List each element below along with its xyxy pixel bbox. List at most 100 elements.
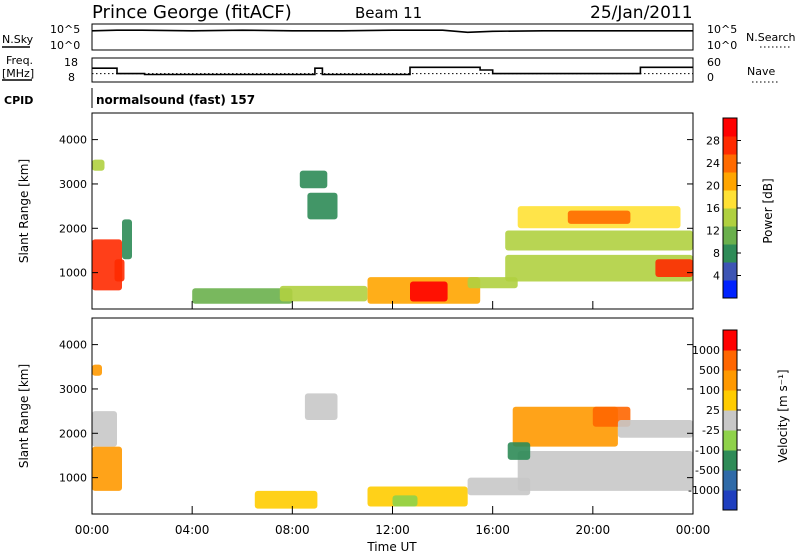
x-tick-label: 08:00 <box>275 523 310 537</box>
x-tick-label: 20:00 <box>576 523 611 537</box>
power-patch <box>467 277 518 289</box>
power-colorbar: 4 8 12 16 20 24 28 <box>706 117 741 299</box>
power-patch <box>192 288 293 304</box>
nsky-tick-bottom: 10^0 <box>50 39 80 52</box>
power-color-segment <box>723 190 737 209</box>
velocity-patch <box>92 411 117 447</box>
velocity-color-segment <box>723 390 737 411</box>
power-colorbar-tick-label: 20 <box>706 180 720 193</box>
nave-label: Nave <box>747 65 775 78</box>
velocity-colorbar: 1000 500 100 25 -25 -100 -500 -1000 <box>688 329 741 511</box>
velocity-patch <box>512 406 618 447</box>
velocity-color-segment <box>723 370 737 391</box>
power-color-segment <box>723 262 737 281</box>
velocity-patch <box>367 486 468 507</box>
velocity-colorbar-tick-label: -100 <box>695 444 720 457</box>
velocity-colorbar-tick-label: 500 <box>699 364 720 377</box>
power-patch <box>505 254 693 282</box>
power-panel: 1000 2000 3000 4000 Slant Range [km] <box>17 112 694 310</box>
freq-panel: Freq. [MHz] 18 8 60 0 Nave <box>2 54 780 84</box>
power-patch <box>92 159 105 171</box>
power-ytick-label: 1000 <box>59 267 87 280</box>
velocity-color-segment <box>723 350 737 371</box>
velocity-patch <box>254 490 318 509</box>
velocity-colorbar-label: Velocity [m s⁻¹] <box>776 369 790 462</box>
power-color-segment <box>723 172 737 191</box>
velocity-color-segment <box>723 490 737 511</box>
freq-tick-top: 18 <box>64 56 78 69</box>
power-color-segment <box>723 154 737 173</box>
power-ytick-label: 3000 <box>59 178 87 191</box>
power-color-segment <box>723 244 737 263</box>
power-patch <box>410 281 448 302</box>
x-axis-label: Time UT <box>366 540 417 554</box>
power-patch <box>505 230 693 251</box>
time-axis: 00:00 04:00 08:00 12:00 16:00 20:00 00:00 <box>75 301 711 537</box>
power-colorbar-tick-label: 4 <box>713 270 720 283</box>
freq-tick-bottom: 8 <box>68 71 75 84</box>
velocity-color-segment <box>723 470 737 491</box>
velocity-ylabel: Slant Range [km] <box>17 364 31 468</box>
power-color-segment <box>723 208 737 227</box>
velocity-color-segment <box>723 450 737 471</box>
power-colorbar-tick-label: 28 <box>706 135 720 148</box>
velocity-color-segment <box>723 330 737 351</box>
nsearch-tick-top: 10^5 <box>707 23 737 36</box>
power-colorbar-tick-label: 24 <box>706 157 720 170</box>
power-color-segment <box>723 226 737 245</box>
nsky-tick-top: 10^5 <box>50 23 80 36</box>
power-color-segment <box>723 280 737 299</box>
power-colorbar-tick-label: 8 <box>713 247 720 260</box>
velocity-colorbar-tick-label: -1000 <box>688 484 720 497</box>
station-title: Prince George (fitACF) <box>92 2 292 23</box>
date-label: 25/Jan/2011 <box>590 3 693 23</box>
velocity-patch <box>92 446 122 491</box>
velocity-patch <box>617 420 693 438</box>
power-colorbar-tick-label: 12 <box>706 225 720 238</box>
cpid-label: CPID <box>4 94 33 107</box>
power-ytick-label: 4000 <box>59 134 87 147</box>
power-ytick-label: 2000 <box>59 222 87 235</box>
velocity-color-segment <box>723 410 737 431</box>
velocity-colorbar-tick-label: 1000 <box>692 344 720 357</box>
velocity-ytick-label: 1000 <box>59 472 87 485</box>
power-patch <box>114 259 125 282</box>
velocity-ytick-label: 4000 <box>59 339 87 352</box>
cpid-text: normalsound (fast) 157 <box>96 93 255 107</box>
power-patch <box>299 170 328 189</box>
power-colorbar-tick-label: 16 <box>706 202 720 215</box>
power-color-segment <box>723 118 737 137</box>
x-tick-label: 00:00 <box>676 523 711 537</box>
power-colorbar-label: Power [dB] <box>761 178 775 243</box>
velocity-ytick-label: 2000 <box>59 427 87 440</box>
velocity-colorbar-frame <box>722 329 738 511</box>
power-patch <box>655 259 693 277</box>
velocity-patch <box>507 442 531 460</box>
beam-label: Beam 11 <box>355 4 422 22</box>
power-y-axis: 1000 2000 3000 4000 <box>59 134 693 280</box>
nave-tick-bottom: 0 <box>707 71 714 84</box>
velocity-colorbar-tick-label: 25 <box>706 404 720 417</box>
velocity-patch <box>517 451 693 491</box>
nsearch-label: N.Search <box>746 31 796 44</box>
nave-tick-top: 60 <box>707 56 721 69</box>
freq-frame <box>91 57 694 83</box>
velocity-y-axis: 1000 2000 3000 4000 <box>59 339 693 485</box>
velocity-patch <box>304 393 338 420</box>
freq-unit: [MHz] <box>2 67 34 80</box>
velocity-colorbar-tick-label: -25 <box>702 424 720 437</box>
freq-label: Freq. <box>6 54 33 67</box>
x-tick-label: 16:00 <box>475 523 510 537</box>
power-patch <box>279 285 368 302</box>
x-tick-label: 04:00 <box>175 523 210 537</box>
power-patch <box>307 192 338 220</box>
velocity-colorbar-tick-label: 100 <box>699 384 720 397</box>
power-patch <box>122 219 132 260</box>
velocity-panel: 1000 2000 3000 4000 Slant Range [km] <box>17 317 694 515</box>
nsky-series-line <box>91 29 693 34</box>
nsky-panel: N.Sky 10^5 10^0 10^5 10^0 N.Search <box>2 23 796 52</box>
velocity-patch <box>92 364 102 376</box>
power-ylabel: Slant Range [km] <box>17 159 31 263</box>
nsky-label: N.Sky <box>2 33 34 46</box>
